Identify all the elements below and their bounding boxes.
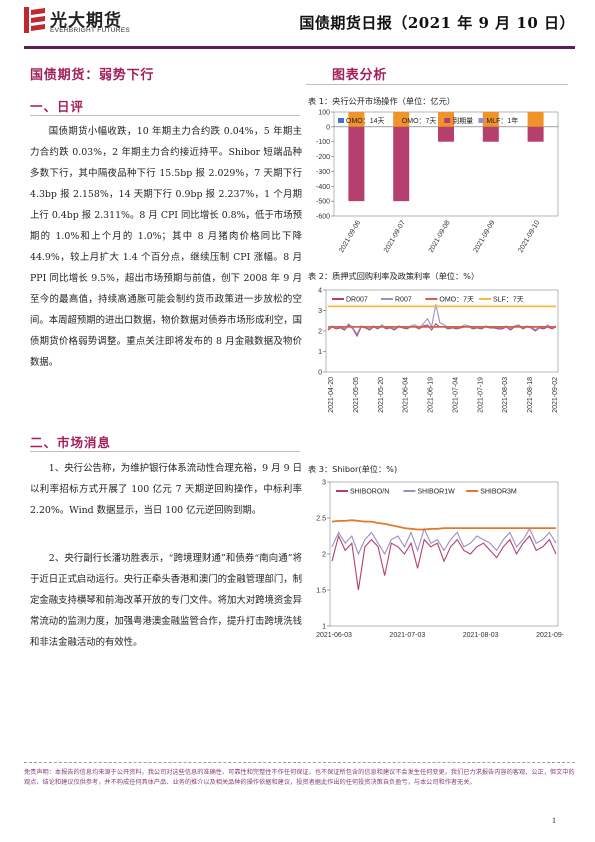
legend-label: R007 [395,297,412,304]
series-line-3 [331,519,556,531]
x-tick-label: 2021-09-07 [383,219,407,254]
y-tick-label: -200 [316,154,330,161]
x-tick-label: 2021-07-03 [389,632,425,639]
series-line-1 [331,534,557,591]
legend-label: OMO：7天 [402,117,437,125]
x-tick-label: 2021-09-08 [428,219,452,254]
chart2-caption: 表 2：质押式回购利率及政策利率（单位：%） [308,271,480,281]
x-tick-label: 2021-08-03 [463,632,499,639]
bar-3 [527,126,544,142]
section-divider [306,84,568,85]
logo-subtext: EVERBRIGHT FUTURES [50,27,131,34]
legend-swatch [444,118,451,123]
chart3-caption: 表 3：Shibor(单位：%) [308,464,398,474]
y-tick-label: 3 [318,308,322,315]
plot-area [333,111,559,217]
x-tick-label: 2021-09-06 [338,219,362,254]
x-tick-label: 2021-08-18 [527,377,534,413]
y-tick-label: 3 [322,480,326,487]
legend-label: OMO：14天 [346,117,385,125]
x-tick-label: 2021-05-05 [353,377,360,413]
bar-2 [482,112,499,127]
y-tick-label: 1 [322,624,326,631]
chart2-repo-rates: 4 3 2 1 0 2021-04-20 2021-05-05 2021-05-20 2021-… [308,284,564,446]
legend-label: MLF：1年 [486,116,518,125]
y-tick-label: -600 [316,214,330,221]
y-tick-label: -400 [316,184,330,191]
article-title: 国债期货：弱势下行 [30,68,155,83]
y-tick-label: 1 [318,349,322,356]
page-number: 1 [552,816,556,825]
page-header: 光大期货 EVERBRIGHT FUTURES 国债期货日报（2021 年 9 … [0,0,595,44]
x-tick-label: 2021-06-04 [403,377,410,413]
report-title: 国债期货日报（2021 年 9 月 10 日） [299,14,575,32]
y-tick-label: 0 [326,124,330,131]
chart1-caption: 表 1：央行公开市场操作（单位：亿元） [308,96,455,106]
news-paragraph-1: 1、央行公告称，为维护银行体系流动性合理充裕，9 月 9 日以利率招标方式开展了… [30,463,302,516]
x-tick-label: 2021-07-19 [477,377,484,413]
x-tick-label: 2021-07-04 [452,377,459,413]
x-tick-label: 2021-09-10 [517,219,541,254]
header-divider [24,46,575,49]
plot-area [325,289,559,373]
section-title-review: 一、日评 [30,99,85,114]
legend-swatch [338,118,344,123]
x-tick-label: 2021-09-02 [552,377,559,413]
bar-3 [438,126,454,142]
chart2-svg: 4 3 2 1 0 2021-04-20 2021-05-05 2021-05-20 2021-… [318,288,559,413]
bar-2 [393,112,410,127]
news-paragraph-2: 2、央行副行长潘功胜表示，“跨境理财通”和债券“南向通”将于近日正式启动运行。央… [30,553,302,648]
y-tick-label: 2 [322,552,326,559]
legend-label: SHIBORO/N [350,489,389,496]
chart-analysis-title: 图表分析 [332,68,388,83]
legend-label: SHIBOR1W [417,489,455,496]
y-tick-label: 4 [318,288,322,295]
logo-text: 光大期货 [50,11,122,31]
legend-label: SLF：7天 [493,296,524,304]
x-tick-label: 2021-05-20 [378,377,385,413]
x-tick-label: 2021-06-19 [428,377,435,413]
section-divider [30,115,300,116]
legend-label: 到期量 [452,117,473,125]
legend-label: SHIBOR3M [480,489,517,496]
legend-swatch [478,118,485,123]
y-tick-label: 2 [318,329,322,336]
y-tick-label: -100 [316,139,330,146]
chart1-svg: 100 0 -100 -200 -300 -400 -500 -600 2021-09-06 20… [316,110,559,254]
everbright-logo-icon [24,7,45,33]
legend-label: OMO：7天 [439,296,474,304]
y-tick-label: 1.5 [316,588,326,595]
plot-area [329,481,559,627]
chart1-omo-operations: 100 0 -100 -200 -300 -400 -500 -600 2021-09-06 20… [308,108,564,266]
x-tick-label: 2021-09-09 [473,219,497,254]
bar-3 [348,126,365,202]
section-divider [30,451,300,452]
daily-review-paragraph: 国债期货小幅收跌，10 年期主力合约跌 0.04%，5 年期主力合约跌 0.03… [30,126,302,368]
bar-2 [527,112,544,127]
bar-2 [348,112,365,127]
chart3-shibor: 3 2.5 2 1.5 1 2021-06-03 2021-07-03 2021-08-03 2… [308,476,564,646]
y-tick-label: 2.5 [316,516,326,523]
y-tick-label: 100 [318,110,330,117]
bar-3 [482,126,499,142]
x-tick-label: 2021-08-03 [502,377,509,413]
legend-swatch [393,118,400,123]
footer-divider [24,762,575,763]
y-tick-label: -300 [316,169,330,176]
series-line-2 [331,527,557,556]
x-tick-label: 2021-04-20 [328,377,335,413]
y-tick-label: -500 [316,199,330,206]
x-tick-label: 2021-06-03 [316,632,352,639]
legend-label: DR007 [346,297,368,304]
section-title-news: 二、市场消息 [30,435,112,450]
disclaimer-text: 免责声明：本报告的信息均来源于公开资料，我公司对这些信息的准确性、可靠性和完整性… [24,769,575,786]
y-tick-label: 0 [318,370,322,377]
bar-3 [393,126,410,202]
x-tick-label: 2021-09-03 [536,632,564,639]
